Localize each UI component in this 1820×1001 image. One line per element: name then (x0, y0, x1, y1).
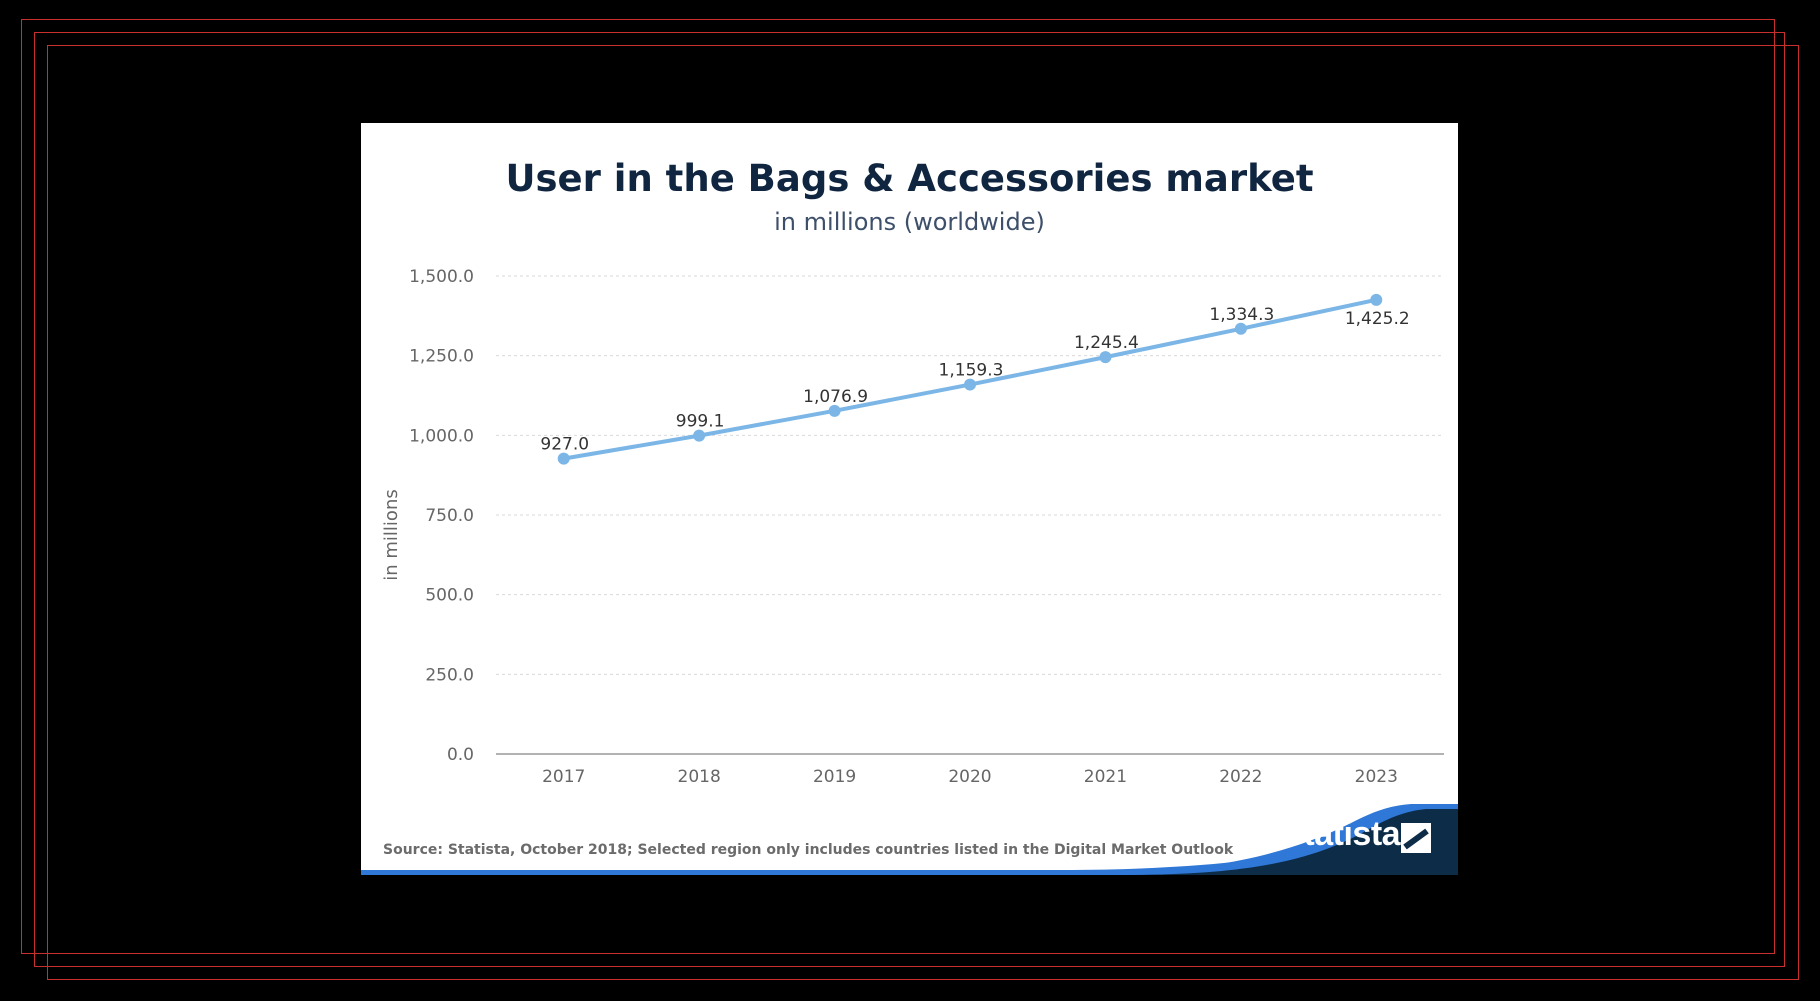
y-tick-label: 250.0 (425, 665, 474, 685)
data-point (1234, 322, 1247, 335)
chart-subtitle: in millions (worldwide) (774, 208, 1045, 236)
footer-wave (361, 804, 1458, 875)
x-tick-label: 2018 (678, 767, 721, 787)
data-label: 1,425.2 (1345, 309, 1410, 329)
x-tick-label: 2021 (1084, 767, 1127, 787)
y-tick-label: 500.0 (425, 586, 474, 606)
y-tick-label: 1,500.0 (409, 267, 474, 287)
y-tick-label: 750.0 (425, 506, 474, 526)
data-point (1370, 293, 1383, 306)
y-axis-title: in millions (381, 489, 402, 580)
statista-logo-icon (1401, 823, 1431, 853)
y-tick-label: 1,250.0 (409, 347, 474, 367)
y-tick-label: 1,000.0 (409, 426, 474, 446)
x-tick-label: 2023 (1355, 767, 1398, 787)
x-tick-label: 2022 (1219, 767, 1262, 787)
data-label: 927.0 (540, 435, 589, 455)
data-label: 1,334.3 (1209, 305, 1274, 325)
x-tick-label: 2019 (813, 767, 856, 787)
data-label: 999.1 (676, 412, 725, 432)
statista-logo[interactable]: statista (1285, 815, 1401, 853)
data-point (1099, 351, 1112, 364)
chart-title: User in the Bags & Accessories market (505, 157, 1314, 200)
x-tick-label: 2020 (948, 767, 991, 787)
line-chart: 0.0 250.0 500.0 750.0 1,000.0 1,250.0 1,500.0 2… (381, 267, 1444, 787)
data-label: 1,159.3 (939, 361, 1004, 381)
data-point (964, 378, 976, 391)
y-tick-label: 0.0 (447, 745, 474, 765)
data-label: 1,245.4 (1074, 333, 1139, 353)
data-point (557, 452, 570, 465)
data-point (693, 429, 706, 442)
x-tick-label: 2017 (542, 767, 585, 787)
chart-card: User in the Bags & Accessories market in… (361, 123, 1458, 875)
source-note: Source: Statista, October 2018; Selected… (383, 842, 1234, 858)
data-label: 1,076.9 (803, 387, 868, 407)
data-point (828, 404, 841, 417)
